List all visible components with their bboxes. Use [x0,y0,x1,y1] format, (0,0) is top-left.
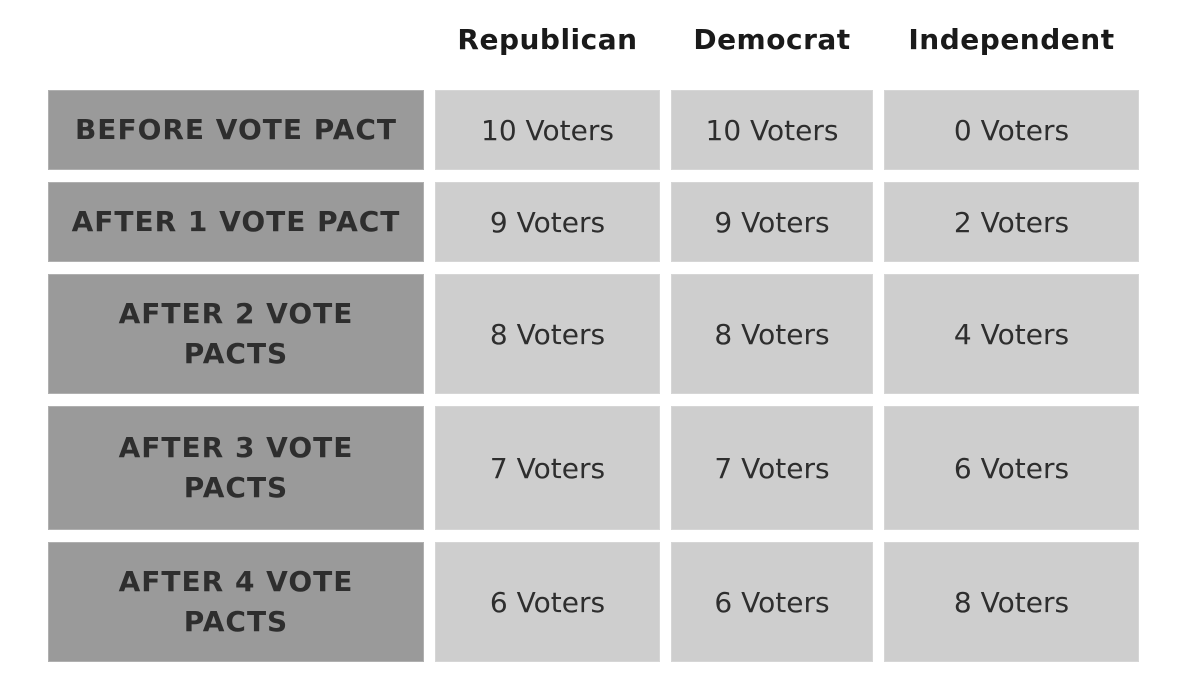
row-label-after-2-vote-pacts: AFTER 2 VOTE PACTS [48,274,424,394]
row-label-text: BEFORE VOTE PACT [74,113,398,146]
column-header-republican: Republican [457,22,638,56]
cell-democrat-after-1: 9 Voters [671,182,873,262]
cell-democrat-after-4: 6 Voters [671,542,873,662]
cell-independent-after-2: 4 Voters [884,274,1139,394]
row-label-text: AFTER 3 VOTE PACTS [118,431,354,504]
cell-republican-after-4: 6 Voters [435,542,660,662]
cell-republican-before: 10 Voters [435,90,660,170]
cell-republican-after-3: 7 Voters [435,406,660,530]
cell-democrat-before: 10 Voters [671,90,873,170]
row-label-after-3-vote-pacts: AFTER 3 VOTE PACTS [48,406,424,530]
row-label-after-4-vote-pacts: AFTER 4 VOTE PACTS [48,542,424,662]
cell-independent-before: 0 Voters [884,90,1139,170]
cell-independent-after-4: 8 Voters [884,542,1139,662]
cell-independent-after-1: 2 Voters [884,182,1139,262]
cell-democrat-after-3: 7 Voters [671,406,873,530]
column-header-independent: Independent [908,22,1115,56]
cell-democrat-after-2: 8 Voters [671,274,873,394]
header-spacer [48,0,424,78]
row-label-text: AFTER 2 VOTE PACTS [118,297,354,370]
cell-independent-after-3: 6 Voters [884,406,1139,530]
vote-pact-table: Republican Democrat Independent BEFORE V… [48,0,1140,662]
cell-republican-after-1: 9 Voters [435,182,660,262]
column-header-democrat: Democrat [693,22,851,56]
row-label-after-1-vote-pact: AFTER 1 VOTE PACT [48,182,424,262]
row-label-text: AFTER 1 VOTE PACT [71,205,401,238]
row-label-before-vote-pact: BEFORE VOTE PACT [48,90,424,170]
cell-republican-after-2: 8 Voters [435,274,660,394]
row-label-text: AFTER 4 VOTE PACTS [118,565,354,638]
